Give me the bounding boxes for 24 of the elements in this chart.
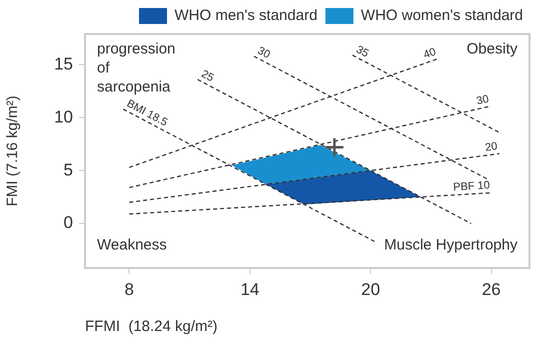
text: 25 (199, 68, 216, 84)
annotation: progression of sarcopenia (97, 40, 176, 96)
annotation: Weakness (97, 236, 167, 254)
y-tick-label: 15 (54, 54, 73, 74)
y-tick-label: 0 (64, 213, 73, 232)
text: 30 (256, 44, 272, 62)
series-label: PBF 10 (452, 179, 490, 194)
legend-label: WHO women's standard (360, 7, 524, 24)
legend-label: WHO men's standard (174, 7, 318, 24)
y-axis-title: FMI (7.16 kg/m²) (4, 96, 22, 206)
annotation: Muscle Hypertrophy (384, 236, 518, 254)
y-tick-label: 5 (64, 160, 73, 180)
text: 40 (422, 46, 438, 62)
text: 30 (475, 93, 490, 108)
text: 20 (484, 140, 498, 154)
x-axis-title: FFMI (18.24 kg/m²) (85, 318, 218, 336)
x-tick-label: 20 (361, 280, 380, 299)
annotation: Obesity (466, 40, 518, 58)
x-tick-label: 14 (240, 280, 260, 299)
text: BMI 18.5 (124, 98, 170, 129)
y-tick-label: 10 (54, 107, 73, 126)
text: 35 (354, 44, 370, 60)
x-tick-label: 8 (124, 280, 134, 299)
x-tick-label: 26 (482, 280, 501, 299)
